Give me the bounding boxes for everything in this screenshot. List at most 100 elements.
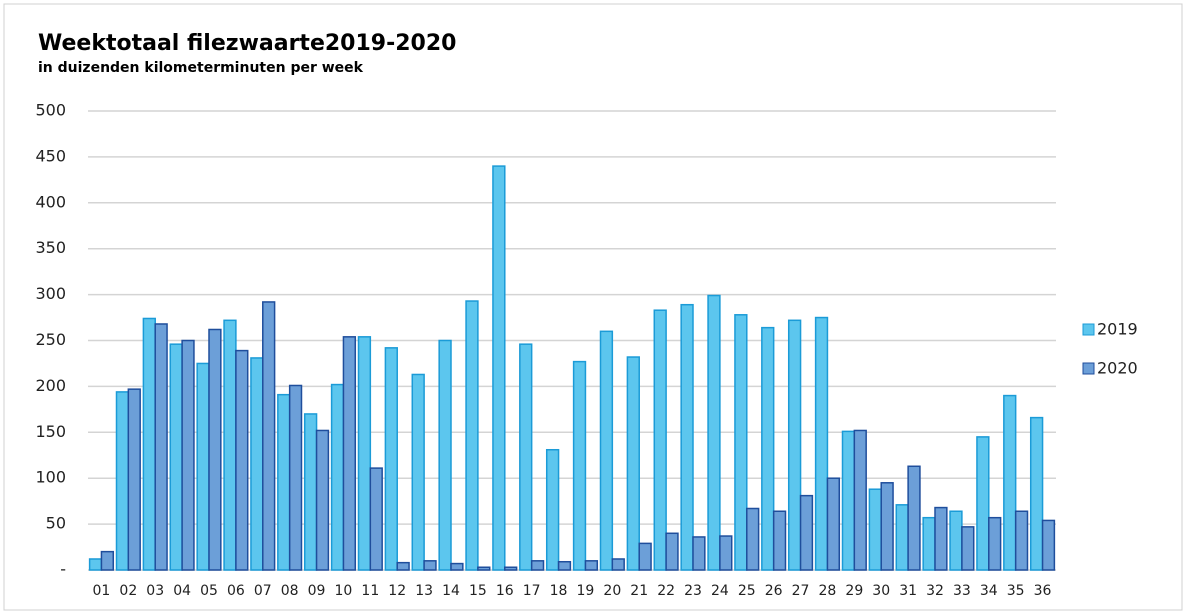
bar (880, 482, 894, 571)
bar (626, 356, 640, 571)
bar (330, 383, 345, 571)
bar (680, 303, 694, 571)
bar (88, 558, 103, 571)
bar (277, 393, 291, 571)
x-tick-label: 15 (469, 583, 487, 599)
x-tick-label: 10 (335, 583, 353, 599)
x-tick-label: 20 (603, 583, 621, 599)
bar (208, 328, 222, 571)
x-tick-label: 14 (442, 583, 460, 599)
bar (976, 436, 990, 571)
x-tick-label: 24 (711, 583, 729, 599)
bar (154, 323, 168, 571)
legend-label: 2020 (1097, 359, 1138, 378)
x-tick-label: 27 (792, 583, 810, 599)
bar (787, 319, 802, 571)
x-tick-label: 17 (523, 583, 541, 599)
bar (707, 294, 721, 571)
bar (719, 535, 733, 571)
bar (611, 558, 625, 571)
x-tick-label: 03 (146, 583, 164, 599)
bar (584, 560, 599, 571)
chart-title: Weektotaal filezwaarte2019-2020 (38, 31, 456, 56)
y-tick-label: - (60, 560, 66, 579)
bar (169, 343, 183, 571)
y-tick-label: 500 (35, 101, 66, 120)
legend-swatch (1082, 323, 1095, 336)
bar (734, 314, 748, 571)
bar (665, 532, 679, 571)
bar (988, 516, 1002, 571)
bar (142, 317, 156, 571)
bar (1014, 510, 1029, 571)
x-tick-label: 12 (388, 583, 406, 599)
bar (1029, 416, 1044, 571)
bar (638, 542, 652, 571)
y-tick-label: 400 (35, 192, 66, 211)
x-tick-label: 05 (200, 583, 218, 599)
x-tick-label: 21 (630, 583, 648, 599)
bar (115, 391, 130, 571)
bar (557, 560, 572, 571)
bar (438, 339, 452, 571)
chart-subtitle: in duizenden kilometerminuten per week (38, 60, 364, 76)
bar (934, 506, 948, 571)
bar (196, 362, 210, 571)
legend-swatch (1082, 362, 1095, 375)
y-tick-label: 300 (35, 284, 66, 303)
x-tick-label: 11 (361, 583, 379, 599)
bar (450, 562, 464, 571)
bar (814, 316, 829, 571)
x-tick-label: 13 (415, 583, 433, 599)
bar (961, 526, 975, 571)
bar (235, 349, 249, 571)
bar (477, 566, 491, 571)
x-tick-label: 09 (308, 583, 326, 599)
y-tick-label: 150 (35, 422, 66, 441)
bar (841, 430, 856, 571)
bar (315, 429, 330, 571)
x-tick-label: 01 (93, 583, 111, 599)
x-tick-label: 19 (577, 583, 595, 599)
bar (949, 510, 963, 571)
legend-label: 2019 (1097, 320, 1138, 339)
x-tick-label: 25 (738, 583, 756, 599)
bar (369, 467, 383, 571)
bar (599, 330, 614, 571)
y-tick-label: 50 (46, 514, 66, 533)
bar (288, 384, 303, 571)
bar (772, 510, 787, 571)
bar (262, 301, 276, 571)
bar (530, 560, 545, 571)
bar (545, 448, 560, 571)
bar (396, 561, 410, 571)
x-tick-label: 02 (119, 583, 137, 599)
x-tick-label: 35 (1007, 583, 1025, 599)
y-tick-label: 450 (35, 146, 66, 165)
bar (411, 373, 425, 571)
bar (868, 488, 882, 571)
bar (492, 165, 506, 571)
bar (907, 465, 921, 571)
bar (799, 494, 814, 571)
bar (519, 343, 533, 571)
bar (465, 300, 479, 571)
x-tick-label: 26 (765, 583, 783, 599)
y-tick-label: 100 (35, 468, 66, 487)
y-tick-label: 200 (35, 376, 66, 395)
x-tick-label: 08 (281, 583, 299, 599)
bar (423, 560, 437, 571)
bar (100, 550, 115, 571)
x-tick-label: 28 (819, 583, 837, 599)
x-tick-label: 34 (980, 583, 998, 599)
x-tick-label: 06 (227, 583, 245, 599)
x-tick-label: 16 (496, 583, 514, 599)
bar (1041, 519, 1056, 571)
bar (181, 339, 195, 571)
x-tick-label: 23 (684, 583, 702, 599)
x-tick-label: 18 (550, 583, 568, 599)
bar (342, 336, 357, 571)
bar (223, 319, 237, 571)
bar (692, 536, 706, 571)
